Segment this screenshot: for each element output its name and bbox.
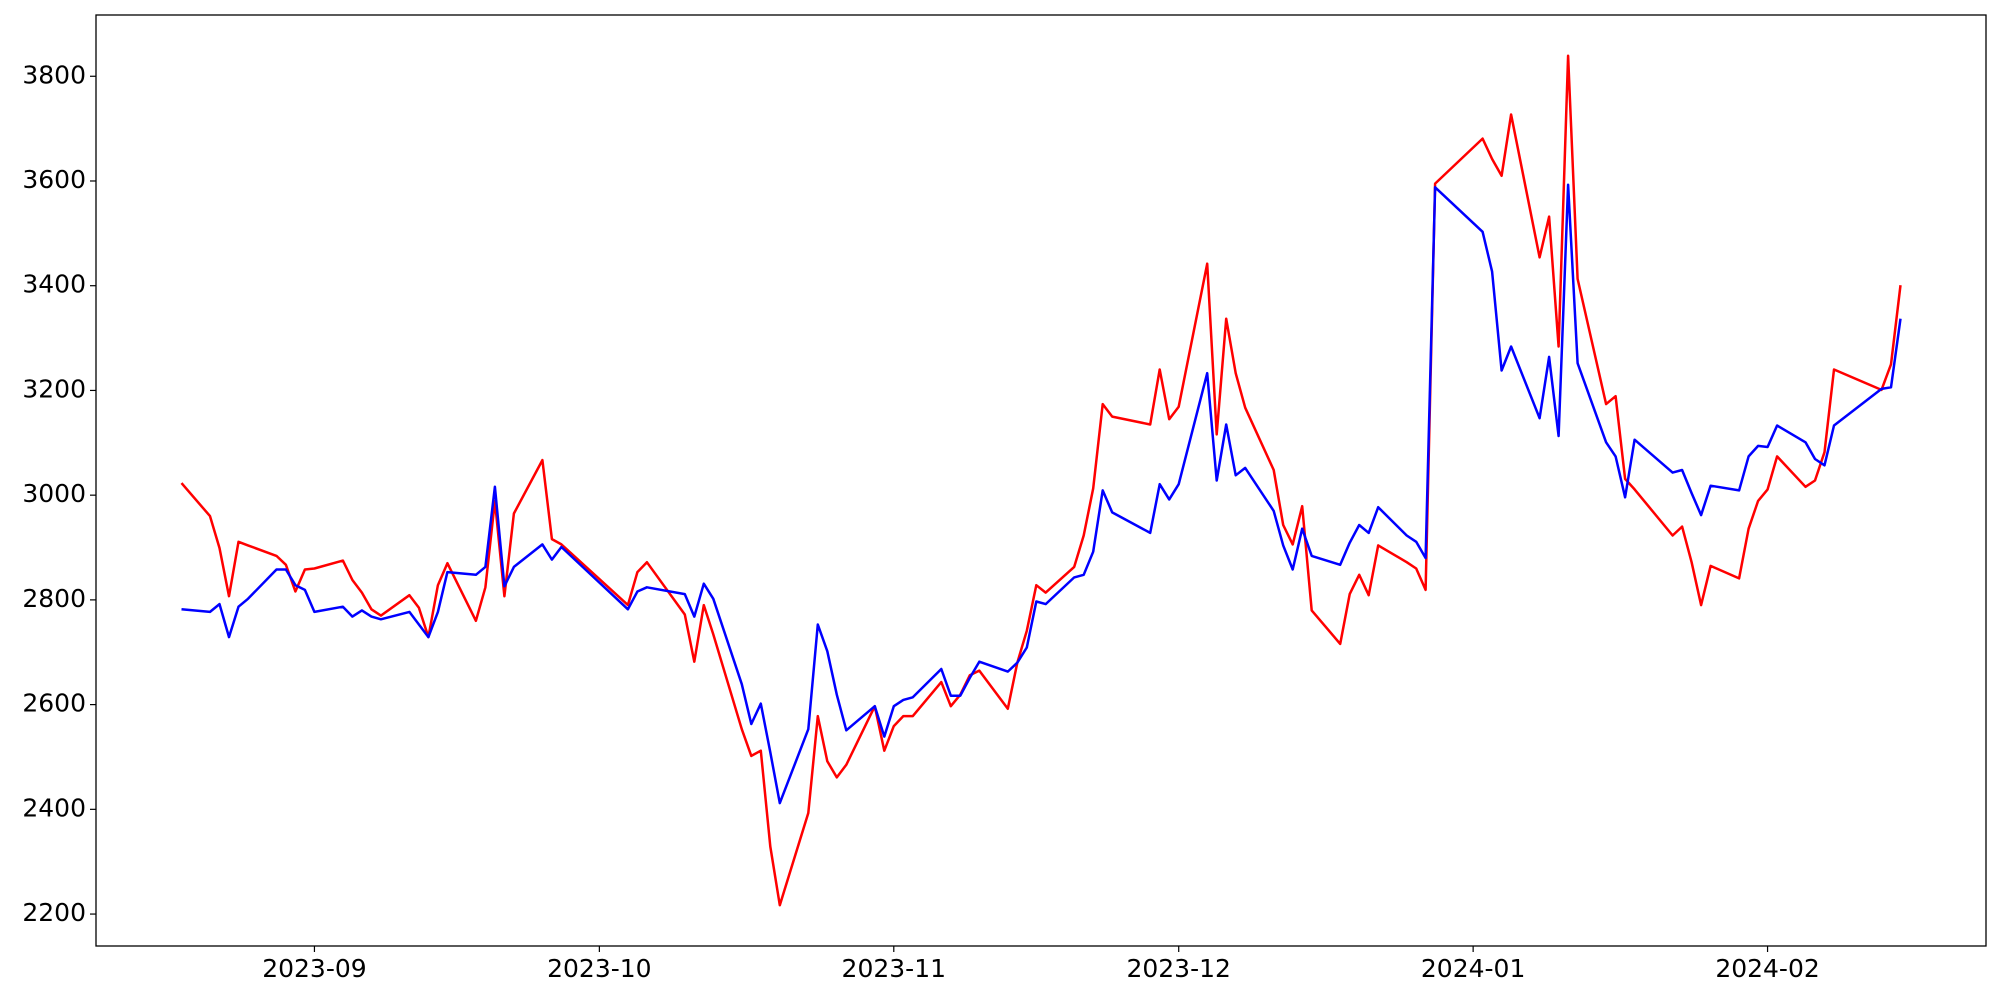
y-tick-label: 3600 (22, 165, 86, 194)
line-series (180, 54, 1902, 907)
x-tick-label: 2024-01 (1421, 954, 1525, 983)
y-tick-label: 3200 (22, 374, 86, 403)
y-tick-label: 2600 (22, 689, 86, 718)
y-tick-label: 3000 (22, 479, 86, 508)
y-tick-label: 2800 (22, 584, 86, 613)
x-tick-label: 2023-09 (262, 954, 366, 983)
x-tick-label: 2024-02 (1715, 954, 1819, 983)
x-tick-label: 2023-10 (547, 954, 651, 983)
y-tick-label: 2400 (22, 793, 86, 822)
y-tick-label: 2200 (22, 898, 86, 927)
plot-frame (95, 14, 1987, 947)
x-tick-label: 2023-11 (842, 954, 946, 983)
y-tick-label: 3800 (22, 60, 86, 89)
y-tick-label: 3400 (22, 270, 86, 299)
line-series (181, 183, 1902, 805)
x-tick-label: 2023-12 (1126, 954, 1230, 983)
